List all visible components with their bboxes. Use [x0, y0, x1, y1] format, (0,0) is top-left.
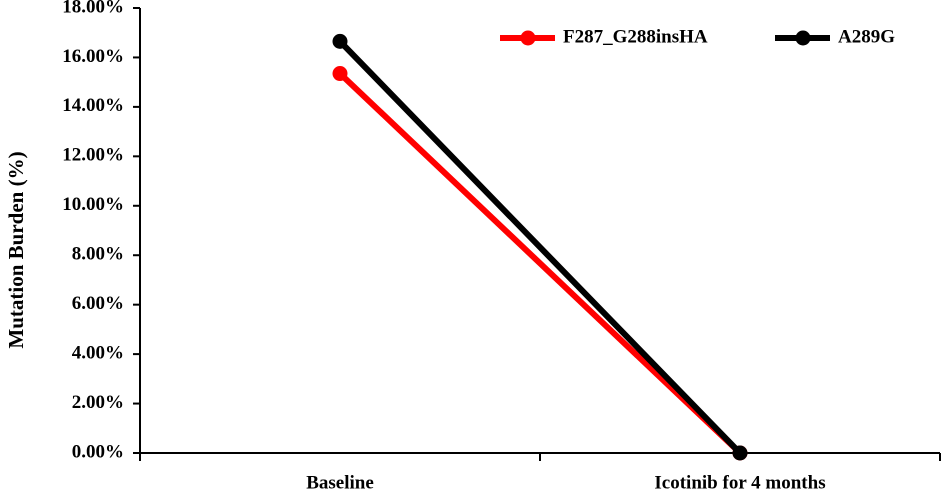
legend-marker: [795, 30, 811, 46]
y-tick-label: 8.00%: [72, 244, 124, 265]
legend-marker: [520, 30, 536, 46]
y-tick-label: 2.00%: [72, 392, 124, 413]
y-tick-label: 6.00%: [72, 293, 124, 314]
x-tick-label: Icotinib for 4 months: [654, 472, 825, 493]
y-tick-label: 4.00%: [72, 342, 124, 363]
y-tick-label: 14.00%: [62, 95, 124, 116]
series-line: [337, 71, 743, 456]
series-point: [332, 66, 348, 82]
y-tick-label: 0.00%: [72, 441, 124, 462]
series-line: [337, 39, 743, 456]
legend-label: F287_G288insHA: [563, 26, 708, 47]
y-tick-label: 18.00%: [62, 0, 124, 17]
series-point: [332, 33, 348, 49]
legend-label: A289G: [838, 26, 895, 47]
y-tick-label: 12.00%: [62, 145, 124, 166]
x-tick-label: Baseline: [306, 472, 374, 493]
y-tick-label: 10.00%: [62, 194, 124, 215]
y-axis-title: Mutation Burden (%): [4, 151, 28, 348]
y-tick-label: 16.00%: [62, 46, 124, 67]
series-point: [732, 445, 748, 461]
